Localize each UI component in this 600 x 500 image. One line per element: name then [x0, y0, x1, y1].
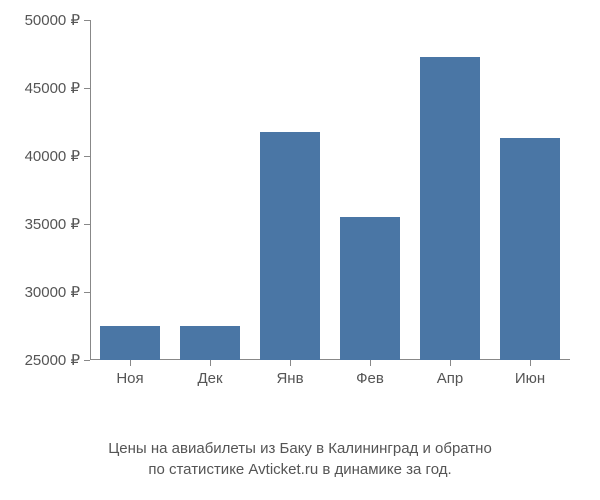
- y-axis-tick-label: 30000 ₽: [25, 283, 80, 301]
- chart-caption: Цены на авиабилеты из Баку в Калининград…: [0, 438, 600, 480]
- caption-line-1: Цены на авиабилеты из Баку в Калининград…: [0, 438, 600, 459]
- x-axis-tick-label: Фев: [356, 370, 384, 387]
- x-axis-tick-label: Июн: [515, 370, 545, 387]
- plot-area: [90, 20, 570, 360]
- x-tick-mark: [370, 360, 371, 366]
- bars-group: [90, 20, 570, 360]
- price-chart: 25000 ₽30000 ₽35000 ₽40000 ₽45000 ₽50000…: [90, 20, 570, 400]
- bar: [180, 326, 240, 360]
- bar: [340, 217, 400, 360]
- x-axis-tick-label: Янв: [276, 370, 303, 387]
- y-tick-mark: [84, 156, 90, 157]
- x-tick-mark: [130, 360, 131, 366]
- x-tick-mark: [530, 360, 531, 366]
- y-axis-tick-label: 35000 ₽: [25, 215, 80, 233]
- y-tick-mark: [84, 88, 90, 89]
- x-axis-tick-label: Ноя: [116, 370, 143, 387]
- x-tick-mark: [450, 360, 451, 366]
- y-tick-mark: [84, 20, 90, 21]
- y-tick-mark: [84, 224, 90, 225]
- bar: [420, 57, 480, 360]
- x-axis-tick-label: Апр: [437, 370, 463, 387]
- y-axis-tick-label: 40000 ₽: [25, 147, 80, 165]
- y-axis-tick-label: 25000 ₽: [25, 351, 80, 369]
- y-axis-tick-label: 50000 ₽: [25, 11, 80, 29]
- bar: [100, 326, 160, 360]
- y-tick-mark: [84, 292, 90, 293]
- bar: [500, 138, 560, 360]
- y-axis-tick-label: 45000 ₽: [25, 79, 80, 97]
- x-axis-tick-label: Дек: [197, 370, 222, 387]
- caption-line-2: по статистике Avticket.ru в динамике за …: [0, 459, 600, 480]
- y-tick-mark: [84, 360, 90, 361]
- x-tick-mark: [290, 360, 291, 366]
- x-tick-mark: [210, 360, 211, 366]
- bar: [260, 132, 320, 360]
